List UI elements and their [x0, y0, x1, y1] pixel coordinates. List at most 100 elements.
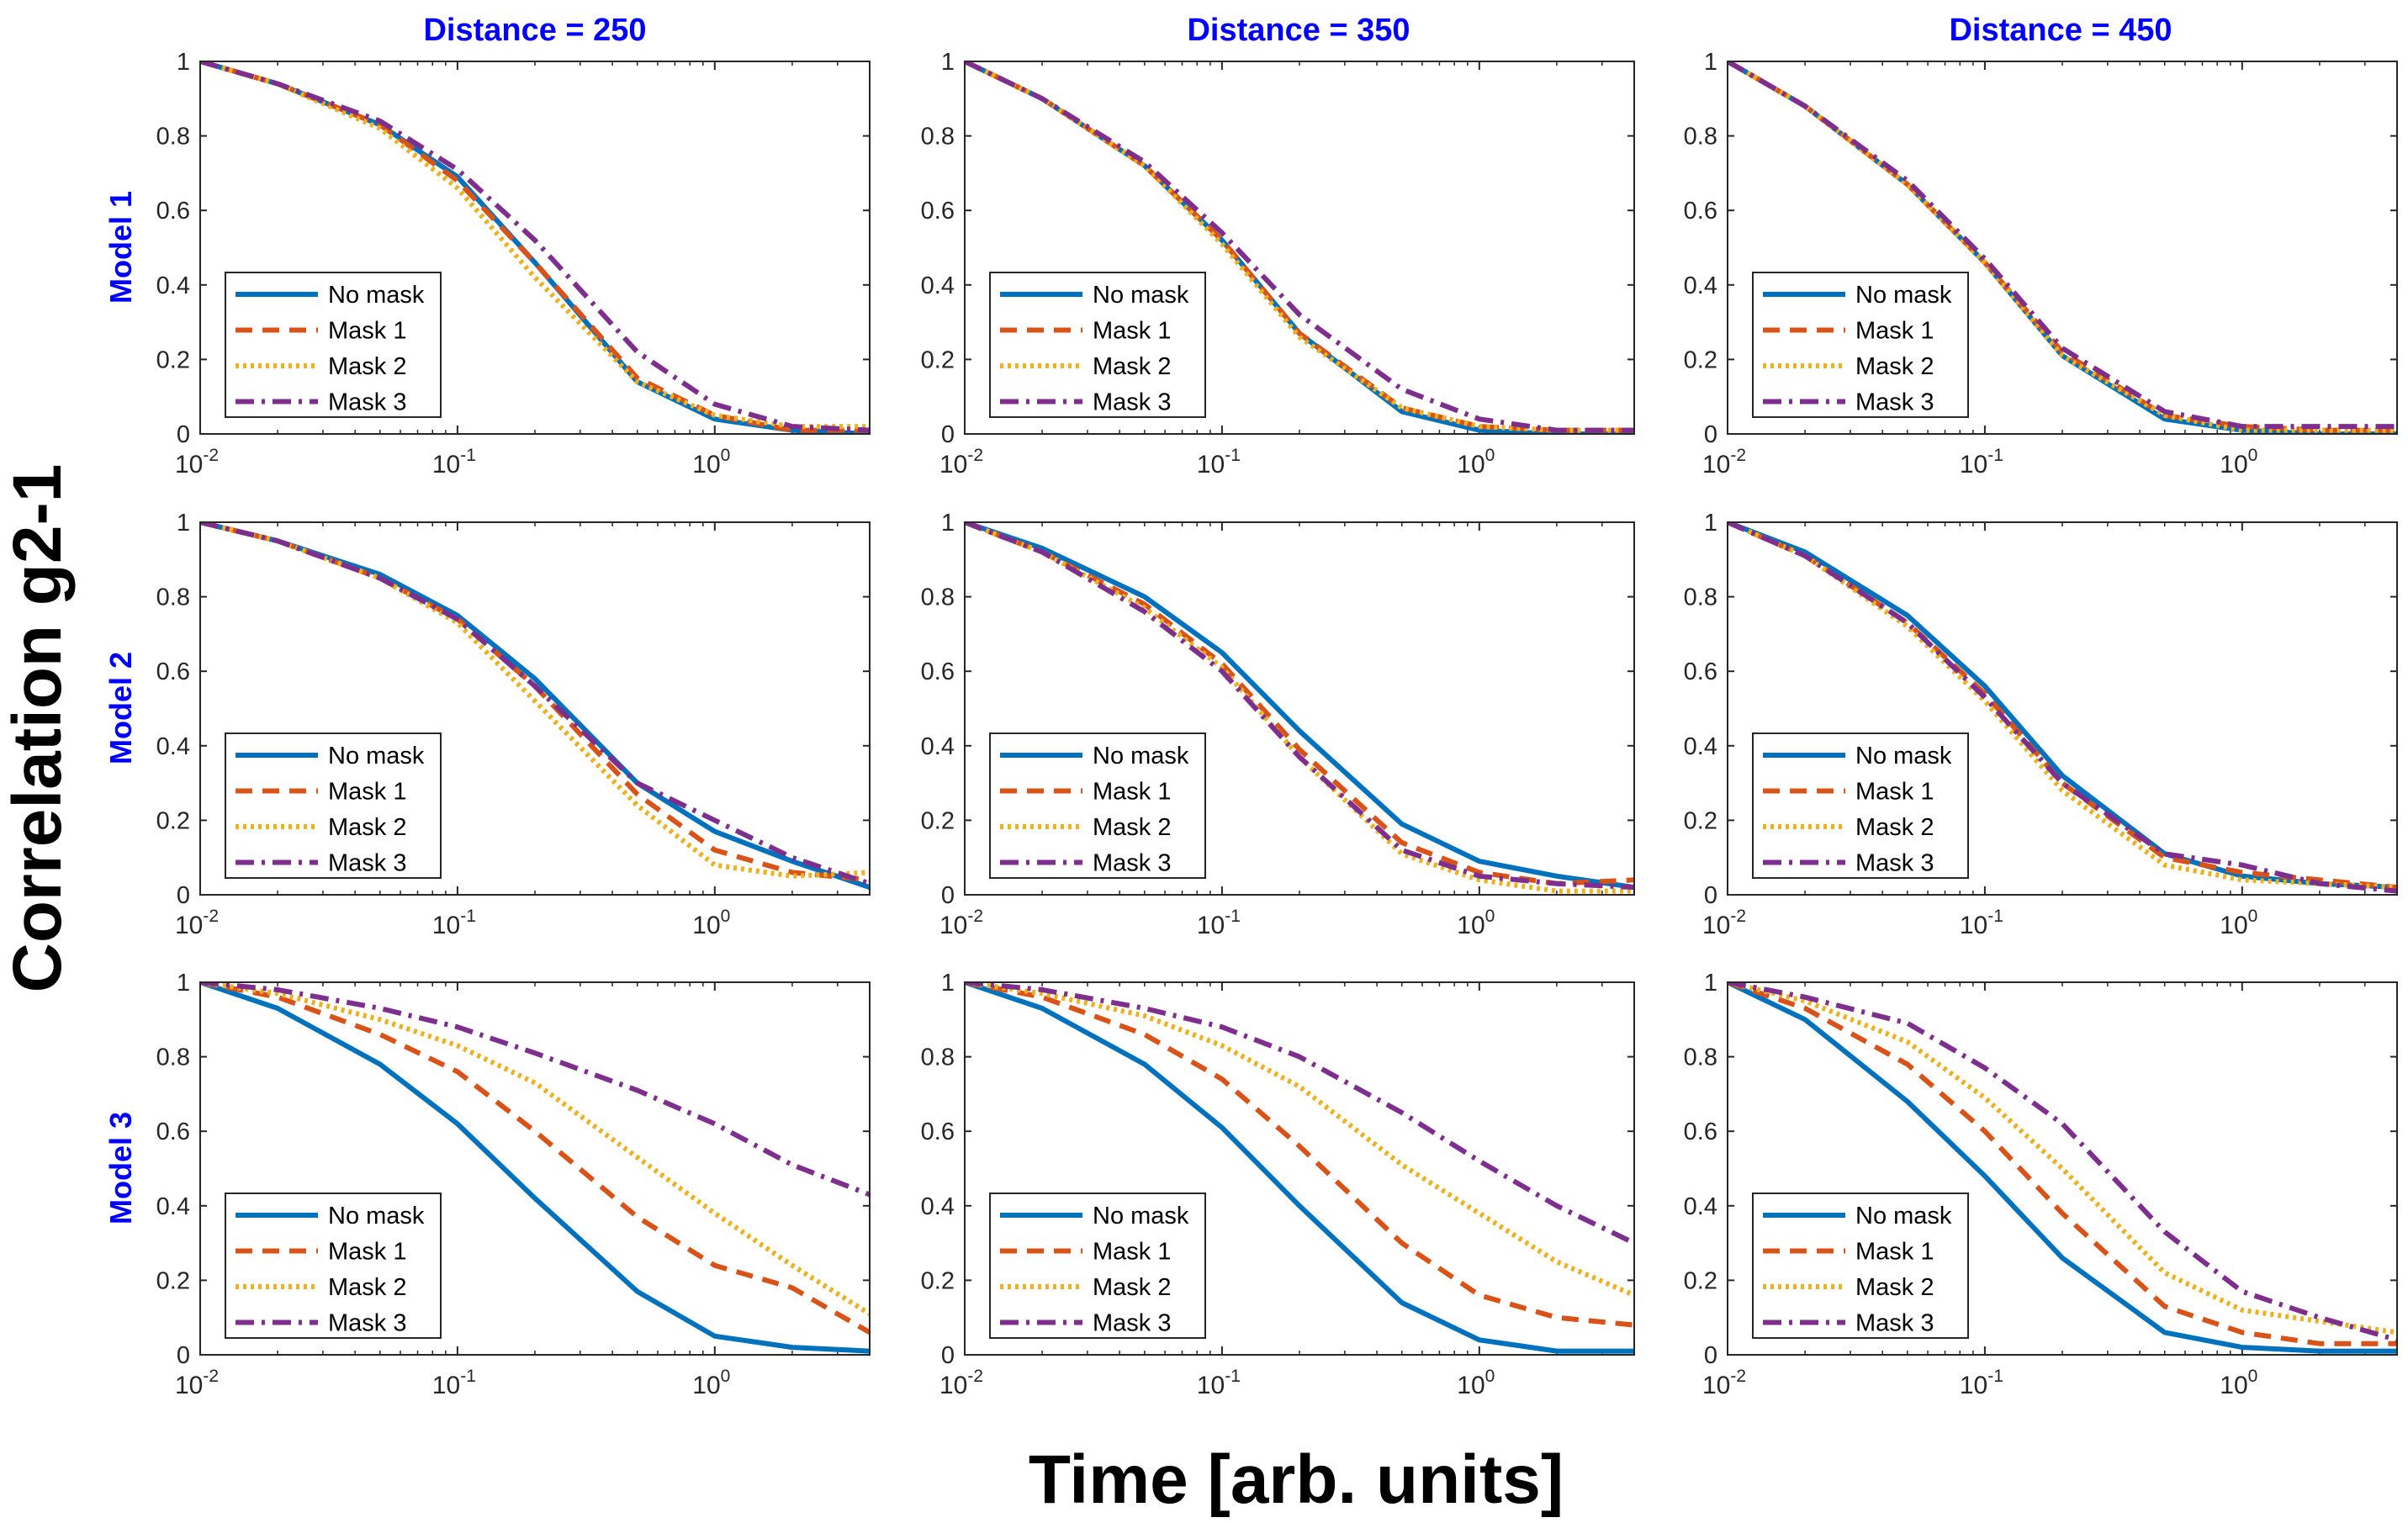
legend-label: Mask 2 [1093, 814, 1171, 841]
legend-label: Mask 1 [1093, 318, 1171, 345]
legend: No mask Mask 1 Mask 2 Mask 3 [225, 732, 442, 879]
x-tick-label: 100 [1457, 907, 1495, 939]
panel-r3-c2-axes-box [964, 981, 1635, 1356]
x-tick-label: 100 [692, 907, 730, 939]
y-tick-label: 0.8 [156, 124, 190, 151]
panel-r2-c2-axes-box [964, 521, 1635, 896]
y-tick-label: 1 [177, 970, 190, 997]
y-tick-label: 0.4 [1684, 1193, 1717, 1220]
y-tick-label: 0.4 [921, 1193, 955, 1220]
y-tick-label: 0 [177, 882, 190, 909]
row-label-model-1: Model 1 [103, 191, 138, 304]
x-tick-label: 10-2 [939, 907, 983, 939]
legend-label: Mask 1 [1093, 779, 1171, 806]
x-tick-label: 100 [1457, 1367, 1495, 1399]
legend-label: Mask 1 [328, 1239, 406, 1266]
series-line-mask-3 [1728, 522, 2397, 894]
legend-label: Mask 2 [328, 814, 406, 841]
legend: No mask Mask 1 Mask 2 Mask 3 [1752, 732, 1969, 879]
series-line-mask-3 [965, 61, 1634, 433]
x-tick-label: 10-1 [1960, 907, 2003, 939]
x-tick-label: 10-2 [1702, 1367, 1746, 1399]
legend-label: No mask [328, 743, 425, 769]
x-tick-label: 10-2 [175, 907, 219, 939]
legend-label: Mask 3 [328, 850, 406, 877]
x-tick-label: 10-2 [939, 446, 983, 479]
y-tick-label: 0.8 [921, 1044, 955, 1071]
y-tick-label: 0.6 [156, 1118, 190, 1145]
legend-label: No mask [1855, 1203, 1952, 1230]
legend-label: Mask 3 [1855, 850, 1934, 877]
y-tick-label: 0 [177, 1342, 190, 1369]
legend-label: No mask [1093, 1203, 1189, 1230]
legend: No mask Mask 1 Mask 2 Mask 3 [1752, 272, 1969, 418]
y-tick-label: 0.2 [921, 1267, 955, 1294]
legend-label: Mask 1 [1093, 1239, 1171, 1266]
series-line-no-mask [965, 522, 1634, 891]
y-tick-label: 1 [1704, 970, 1717, 997]
y-tick-label: 0.4 [1684, 733, 1717, 760]
y-tick-label: 0.8 [1684, 584, 1717, 611]
x-tick-label: 10-2 [939, 1367, 983, 1399]
y-tick-label: 0.4 [156, 1193, 190, 1220]
series-line-mask-3 [1728, 982, 2397, 1343]
y-tick-label: 0.2 [156, 346, 190, 373]
legend-label: Mask 2 [1093, 1274, 1171, 1301]
x-tick-label: 10-1 [432, 907, 476, 939]
panel-r1-c2-axes-box [964, 61, 1635, 435]
legend-label: Mask 3 [1093, 1310, 1171, 1337]
panel-r2-c1: 0 0.2 0.4 0.6 0.8 1 10-2 10-1 100 No mask Mask 1 Ma… [156, 510, 871, 939]
x-tick-label: 100 [2220, 446, 2257, 479]
legend-label: Mask 3 [1855, 1310, 1934, 1337]
series-line-mask-3 [200, 522, 870, 886]
series-line-mask-1 [965, 982, 1634, 1328]
y-tick-label: 0.6 [921, 198, 955, 225]
y-axis-label: Correlation g2-1 [0, 464, 76, 993]
series-line-mask-1 [1728, 982, 2397, 1346]
y-tick-label: 0 [1704, 421, 1717, 448]
x-tick-label: 100 [1457, 446, 1495, 479]
legend: No mask Mask 1 Mask 2 Mask 3 [1752, 1192, 1969, 1339]
panel-r3-c2: 0 0.2 0.4 0.6 0.8 1 10-2 10-1 100 No mask Mask 1 Ma… [921, 970, 1635, 1399]
legend-label: Mask 1 [328, 318, 406, 345]
series-line-mask-3 [965, 982, 1634, 1245]
legend: No mask Mask 1 Mask 2 Mask 3 [989, 732, 1206, 879]
x-tick-label: 10-1 [1960, 446, 2003, 479]
panel-r3-c1-axes-box [199, 981, 871, 1356]
x-tick-label: 100 [2220, 907, 2257, 939]
y-tick-label: 1 [941, 510, 955, 537]
panel-r1-c1: 0 0.2 0.4 0.6 0.8 1 10-2 10-1 100 No mask Mask 1 Ma… [156, 49, 871, 479]
panel-r2-c3-axes-box [1727, 521, 2398, 896]
panel-r1-c2: 0 0.2 0.4 0.6 0.8 1 10-2 10-1 100 No mask Mask 1 Ma… [921, 49, 1635, 479]
series-line-mask-3 [1728, 61, 2397, 430]
y-tick-label: 1 [1704, 510, 1717, 537]
y-tick-label: 0.2 [921, 807, 955, 834]
legend: No mask Mask 1 Mask 2 Mask 3 [225, 1192, 442, 1339]
series-line-mask-2 [1728, 982, 2397, 1335]
y-tick-label: 0.6 [921, 658, 955, 685]
y-tick-label: 0.8 [921, 584, 955, 611]
y-tick-label: 1 [941, 970, 955, 997]
row-label-model-2: Model 2 [103, 652, 138, 764]
panel-r2-c3: 0 0.2 0.4 0.6 0.8 1 10-2 10-1 100 No mask Mask 1 Ma… [1684, 510, 2398, 939]
y-tick-label: 1 [177, 49, 190, 76]
panel-r2-c2: 0 0.2 0.4 0.6 0.8 1 10-2 10-1 100 No mask Mask 1 Ma… [921, 510, 1635, 939]
legend-label: Mask 3 [1093, 850, 1171, 877]
legend-label: Mask 2 [328, 1274, 406, 1301]
y-tick-label: 0 [1704, 1342, 1717, 1369]
legend-label: Mask 2 [1093, 353, 1171, 380]
y-tick-label: 0 [941, 421, 955, 448]
legend-label: No mask [1093, 282, 1189, 309]
legend-label: Mask 1 [1855, 318, 1934, 345]
y-tick-label: 0 [177, 421, 190, 448]
y-tick-label: 0.8 [921, 124, 955, 151]
y-tick-label: 0.4 [156, 733, 190, 760]
y-tick-label: 0.4 [921, 733, 955, 760]
panel-r2-c1-axes-box [199, 521, 871, 896]
legend-label: Mask 1 [1855, 1239, 1934, 1266]
series-line-mask-1 [200, 982, 870, 1335]
legend-label: Mask 1 [1855, 779, 1934, 806]
legend-label: Mask 2 [1855, 814, 1934, 841]
